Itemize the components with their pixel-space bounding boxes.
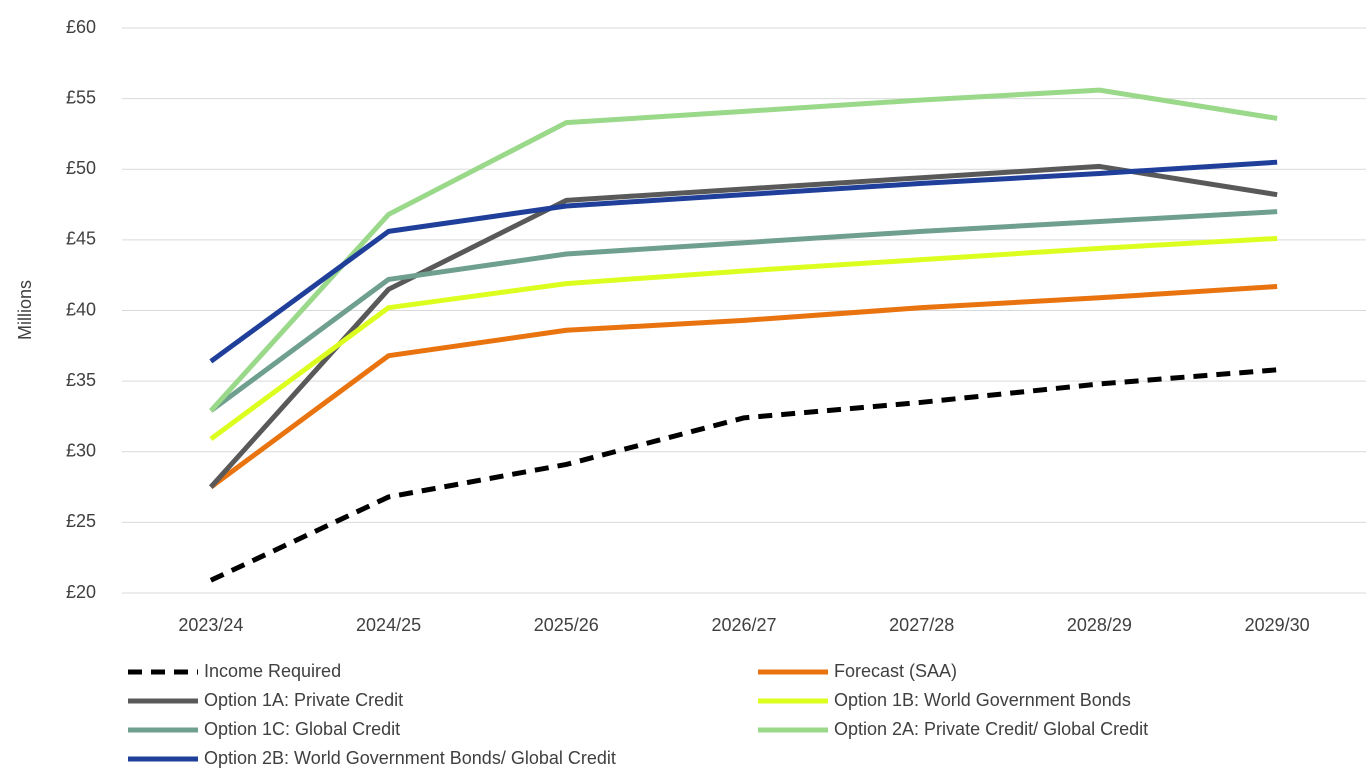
legend-label: Income Required: [204, 661, 341, 681]
x-tick-label: 2024/25: [356, 615, 421, 635]
x-tick-label: 2028/29: [1067, 615, 1132, 635]
x-tick-label: 2029/30: [1245, 615, 1310, 635]
series-line: [209, 283, 1278, 490]
x-tick-label: 2023/24: [178, 615, 243, 635]
legend-label: Option 1C: Global Credit: [204, 719, 400, 739]
x-tick-label: 2027/28: [889, 615, 954, 635]
y-tick-label: £35: [66, 370, 96, 390]
series-line: [209, 159, 1278, 364]
y-tick-label: £55: [66, 87, 96, 107]
y-tick-label: £20: [66, 582, 96, 602]
x-tick-label: 2025/26: [534, 615, 599, 635]
y-axis-label: Millions: [15, 280, 35, 340]
y-tick-label: £50: [66, 158, 96, 178]
legend-label: Option 2A: Private Credit/ Global Credit: [834, 719, 1148, 739]
x-tick-label: 2026/27: [711, 615, 776, 635]
series-line: [209, 87, 1278, 413]
series-line: [208, 163, 1278, 489]
y-tick-label: £40: [66, 299, 96, 319]
y-tick-label: £45: [66, 229, 96, 249]
legend-label: Option 1A: Private Credit: [204, 690, 403, 710]
y-tick-label: £30: [66, 441, 96, 461]
y-tick-label: £60: [66, 17, 96, 37]
legend-label: Option 1B: World Government Bonds: [834, 690, 1131, 710]
legend-label: Option 2B: World Government Bonds/ Globa…: [204, 748, 616, 768]
series-line: [209, 235, 1278, 442]
legend-label: Forecast (SAA): [834, 661, 957, 681]
series-line: [209, 209, 1278, 413]
series-line: [209, 367, 1278, 583]
y-tick-label: £25: [66, 511, 96, 531]
